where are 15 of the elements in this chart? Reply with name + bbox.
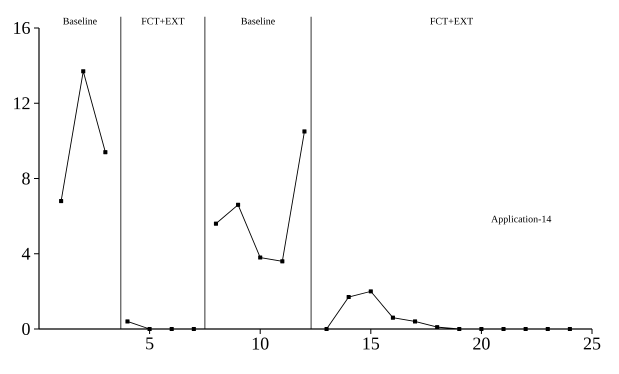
- text: FCT+EXT: [430, 18, 474, 24]
- x-tick-label: 10: [252, 338, 268, 350]
- y-tick-label: 4: [22, 248, 30, 260]
- y-tick-label: 0: [22, 322, 30, 336]
- text: Baseline: [63, 17, 97, 24]
- text: Baseline: [241, 17, 275, 24]
- annotation: Application-14: [491, 215, 552, 224]
- y-tick-label: 16: [14, 22, 30, 34]
- y-tick-label: 12: [14, 97, 30, 110]
- x-tick-label: 15: [363, 338, 380, 350]
- x-tick-label: 20: [473, 338, 490, 350]
- y-tick-label: 8: [22, 172, 30, 185]
- x-tick-label: 5: [146, 338, 154, 350]
- x-tick-label: 25: [584, 338, 600, 350]
- text: FCT+EXT: [142, 18, 184, 24]
